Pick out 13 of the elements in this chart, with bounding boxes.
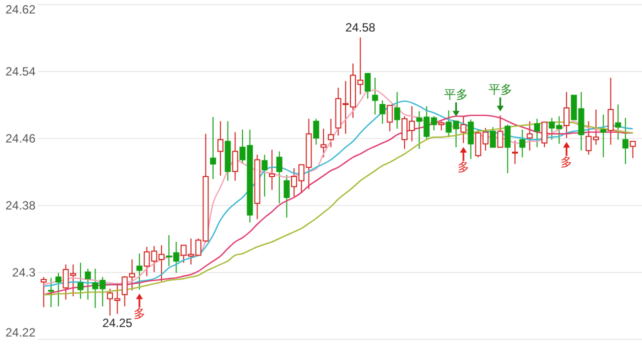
y-tick-label: 24.22	[5, 326, 36, 340]
annotation: 多	[560, 155, 573, 169]
annotation: 24.25	[102, 316, 133, 330]
y-tick-label: 24.54	[5, 64, 36, 78]
annotation: 多	[457, 160, 470, 174]
annotation: 24.58	[345, 20, 376, 34]
y-tick-label: 24.38	[5, 198, 36, 212]
annotation: 平多	[444, 87, 468, 102]
annotation: 多	[133, 306, 146, 321]
y-tick-label: 24.46	[5, 132, 36, 146]
annotation: 平多	[488, 82, 512, 96]
y-tick-label: 24.62	[5, 2, 36, 16]
y-tick-label: 24.3	[12, 266, 36, 280]
